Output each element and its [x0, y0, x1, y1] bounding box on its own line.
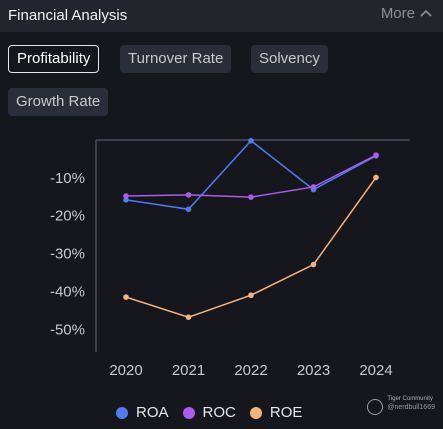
tab-profitability[interactable]: Profitability — [8, 45, 100, 73]
x-tick-label: 2023 — [297, 362, 330, 379]
watermark-user: @nerdbull1669 — [387, 404, 435, 411]
legend-item-roe[interactable]: ROE — [249, 404, 303, 421]
y-tick-label: -10% — [50, 170, 85, 187]
roe-data-point — [123, 294, 129, 300]
roc-data-point — [123, 193, 129, 199]
roc-legend-dot — [182, 406, 195, 419]
roc-data-point — [310, 184, 317, 190]
y-tick-label: -50% — [50, 321, 85, 338]
legend-label-roe: ROE — [269, 404, 303, 421]
x-tick-label: 2022 — [234, 362, 267, 379]
legend-label-roa: ROA — [136, 404, 169, 421]
more-button[interactable]: More — [381, 5, 433, 22]
profitability-line-chart: -10% -20% -30% -40% -50% 2020 2021 2022 2023 2024 — [50, 137, 410, 379]
more-label: More — [380, 5, 415, 22]
roc-data-point — [248, 194, 254, 200]
roa-legend-dot — [116, 406, 128, 419]
tab-growth-rate[interactable]: Growth Rate — [8, 88, 109, 116]
legend-label-roc: ROC — [202, 404, 236, 421]
roa-data-point — [185, 206, 192, 213]
legend-item-roc[interactable]: ROC — [182, 404, 236, 421]
roe-data-point — [185, 314, 192, 320]
x-tick-label: 2020 — [109, 362, 142, 379]
chart-legend: ROA ROC ROE — [116, 404, 302, 421]
y-tick-label: -20% — [50, 208, 85, 225]
watermark: Tiger Community @nerdbull1669 — [367, 396, 435, 415]
roe-legend-dot — [249, 406, 262, 419]
roc-data-point — [373, 152, 379, 158]
y-tick-label: -30% — [50, 246, 85, 263]
roa-data-point — [248, 137, 254, 144]
tab-turnover-rate[interactable]: Turnover Rate — [120, 45, 232, 73]
chevron-up-icon — [420, 9, 432, 17]
tab-solvency[interactable]: Solvency — [251, 45, 328, 73]
panel-header: Financial Analysis More — [0, 0, 443, 32]
x-tick-label: 2024 — [359, 362, 392, 379]
x-tick-label: 2021 — [172, 362, 205, 379]
panel-title: Financial Analysis — [8, 7, 128, 24]
legend-item-roa[interactable]: ROA — [116, 404, 169, 421]
roc-data-point — [185, 192, 192, 198]
y-tick-label: -40% — [50, 283, 85, 300]
roe-data-point — [310, 261, 317, 268]
roe-data-point — [373, 174, 379, 181]
tiger-logo-icon — [367, 399, 384, 415]
roe-data-point — [248, 292, 254, 299]
watermark-brand: Tiger Community — [387, 396, 433, 402]
